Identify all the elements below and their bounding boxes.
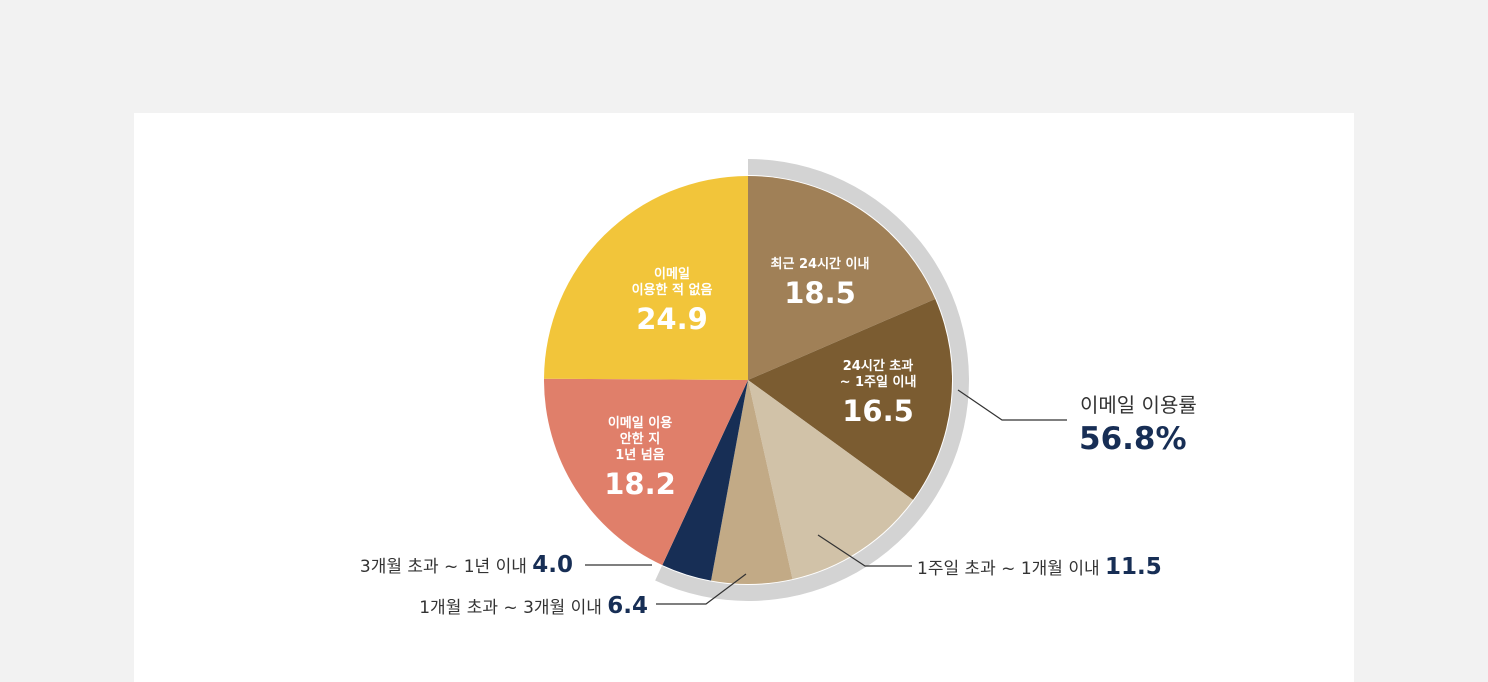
slice-label-2: 1주일 초과 ~ 1개월 이내 11.5 — [917, 554, 1162, 580]
slice-label-6-line-0: 이메일 — [654, 266, 690, 282]
slice-label-5-line-2: 1년 넘음 — [615, 447, 664, 463]
leader-line-2 — [817, 534, 912, 567]
slice-label-6-line-1: 이용한 적 없음 — [632, 282, 713, 298]
slice-label-5-line-1: 안한 지 — [620, 431, 660, 447]
slice-label-5-line-0: 이메일 이용 — [608, 415, 672, 431]
usage-rate-value: 56.8% — [1079, 421, 1187, 457]
slice-value-4: 4.0 — [532, 552, 573, 578]
slice-value-2: 11.5 — [1105, 554, 1162, 580]
leader-line-3 — [656, 573, 747, 605]
slice-label-4: 3개월 초과 ~ 1년 이내 4.0 — [360, 552, 573, 578]
pie-slice-5 — [543, 378, 748, 566]
pie-slice-0 — [748, 176, 936, 380]
pie-slice-1 — [748, 298, 953, 500]
slice-value-5: 18.2 — [604, 467, 676, 501]
usage-rate-leader-line — [957, 389, 1067, 421]
slice-value-1: 16.5 — [842, 394, 914, 428]
slice-value-3: 6.4 — [607, 593, 648, 619]
slice-label-3: 1개월 초과 ~ 3개월 이내 6.4 — [419, 593, 648, 619]
pie-slice-6 — [544, 176, 748, 380]
usage-rate-label: 이메일 이용률 — [1080, 393, 1197, 417]
slice-value-0: 18.5 — [784, 276, 856, 310]
pie-slice-2 — [748, 380, 914, 580]
pie-slice-3 — [711, 380, 793, 585]
pie-slice-4 — [662, 380, 748, 581]
slice-label-0-line-0: 최근 24시간 이내 — [771, 256, 870, 272]
slice-value-6: 24.9 — [636, 302, 708, 336]
slice-label-1-line-0: 24시간 초과 — [843, 358, 913, 374]
slice-label-1-line-1: ~ 1주일 이내 — [840, 374, 917, 390]
